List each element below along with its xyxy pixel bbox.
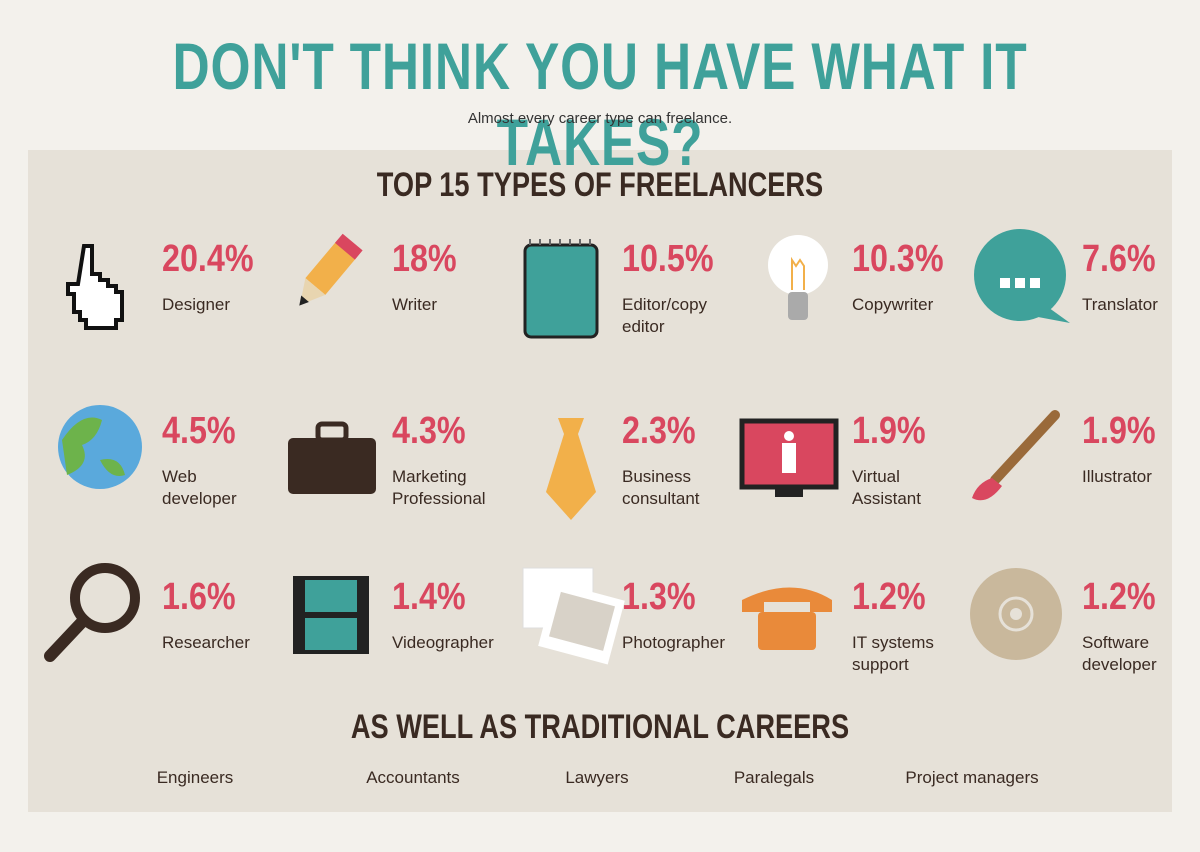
career-label: Virtual Assistant <box>852 467 921 508</box>
traditional-title: AS WELL AS TRADITIONAL CAREERS <box>350 708 850 746</box>
icon-notebook <box>523 243 599 339</box>
icon-briefcase <box>288 438 376 494</box>
career-label: Business consultant <box>622 467 700 508</box>
percent: 7.6% <box>1082 238 1156 280</box>
percent: 10.3% <box>852 238 944 280</box>
traditional-career: Lawyers <box>565 768 629 787</box>
career-label: Software developer <box>1082 633 1157 674</box>
career-label: Illustrator <box>1082 467 1152 486</box>
traditional-career: Accountants <box>366 768 460 787</box>
career-label: Editor/copy editor <box>622 295 708 336</box>
career-label: Videographer <box>392 633 494 652</box>
icon-brush <box>990 410 1060 485</box>
career-label: Marketing Professional <box>392 467 486 508</box>
percent: 4.5% <box>162 410 236 452</box>
icon-phone <box>742 587 832 612</box>
percent: 20.4% <box>162 238 254 280</box>
career-label: Web developer <box>162 467 237 508</box>
percent: 1.2% <box>852 576 926 618</box>
percent: 4.3% <box>392 410 466 452</box>
subtitle: Almost every career type can freelance. <box>467 110 733 127</box>
percent: 1.4% <box>392 576 466 618</box>
percent: 1.9% <box>852 410 926 452</box>
traditional-career: Engineers <box>156 768 234 787</box>
icon-magnifier <box>70 563 140 633</box>
career-label: Translator <box>1082 295 1158 314</box>
career-label: Researcher <box>162 633 250 652</box>
percent: 2.3% <box>622 410 696 452</box>
icon-tie <box>546 418 596 520</box>
icon-bulb <box>768 235 828 295</box>
panel-title: TOP 15 TYPES OF FREELANCERS <box>376 166 824 204</box>
percent: 10.5% <box>622 238 714 280</box>
title: DON'T THINK YOU HAVE WHAT IT TAKES? <box>172 29 1028 179</box>
percent: 1.6% <box>162 576 236 618</box>
career-label: Writer <box>392 295 438 314</box>
career-label: Designer <box>162 295 231 314</box>
icon-bubble <box>974 229 1066 321</box>
traditional-career: Project managers <box>905 768 1039 787</box>
percent: 1.9% <box>1082 410 1156 452</box>
career-label: IT systems support <box>852 633 934 674</box>
icon-hand <box>66 244 124 330</box>
traditional-career: Paralegals <box>733 768 815 787</box>
percent: 1.2% <box>1082 576 1156 618</box>
percent: 18% <box>392 238 457 280</box>
career-label: Copywriter <box>852 295 934 314</box>
career-label: Photographer <box>622 633 726 652</box>
percent: 1.3% <box>622 576 696 618</box>
icon-pencil <box>299 233 363 306</box>
